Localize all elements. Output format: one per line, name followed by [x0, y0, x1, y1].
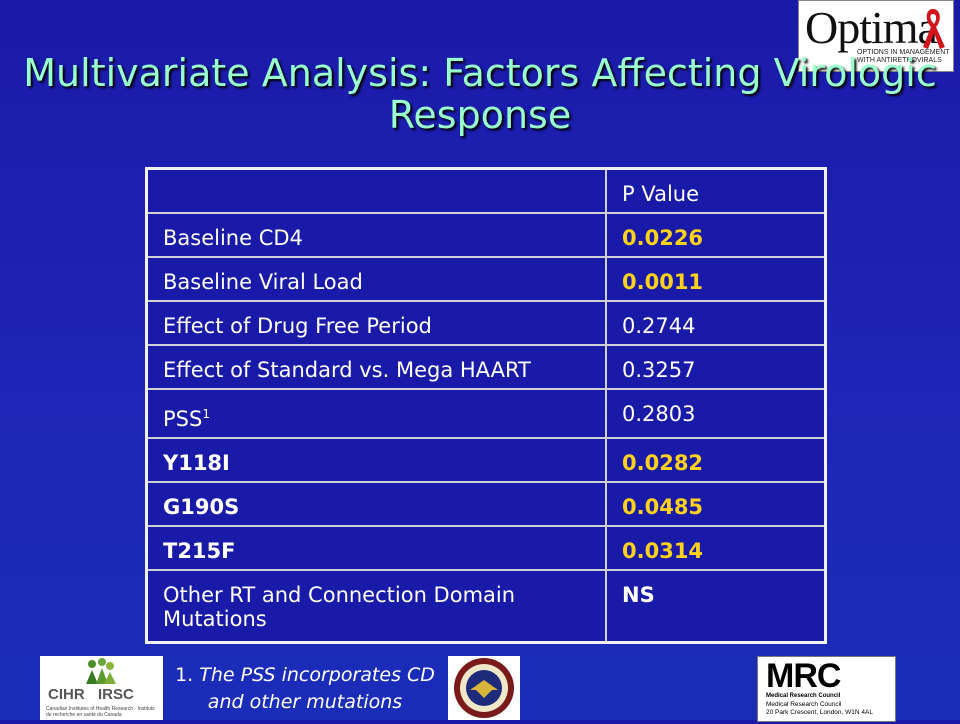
slide-title: Multivariate Analysis: Factors Affecting…: [23, 51, 937, 137]
factor-superscript: 1: [202, 406, 210, 421]
factor-label: PSS: [163, 406, 203, 431]
mrc-council-address: 20 Park Crescent, London, W1N 4AL: [766, 709, 873, 716]
p-value-cell: 0.2803: [605, 387, 827, 440]
factor-cell: Effect of Drug Free Period: [145, 299, 607, 346]
factor-label: Effect of Drug Free Period: [163, 313, 432, 338]
p-value-cell: 0.0314: [605, 525, 827, 572]
maple-leaf-people-icon: [86, 658, 116, 684]
footnote-number: 1.: [175, 664, 194, 686]
cihr-logo-subtitle: Canadian Institutes of Health Research ·…: [46, 706, 155, 718]
p-value-cell: 0.0011: [605, 255, 827, 302]
optima-logo-tagline: OPTIONS IN MANAGEMENT WITH ANTIRETROVIRA…: [857, 49, 950, 64]
cihr-logo-left: CIHR: [48, 686, 85, 703]
factor-cell: PSS1: [145, 387, 607, 440]
header-cell-p-value: P Value: [605, 167, 827, 214]
factor-cell: G190S: [145, 481, 607, 528]
table-row: PSS1 0.2803: [145, 387, 827, 440]
factor-label: Y118I: [163, 451, 230, 476]
factor-label: G190S: [163, 495, 240, 520]
factor-cell: Y118I: [145, 437, 607, 484]
factor-cell: Effect of Standard vs. Mega HAART: [145, 343, 607, 390]
header-cell-factor: [145, 167, 607, 214]
factor-label: Effect of Standard vs. Mega HAART: [163, 357, 531, 382]
cihr-logo: CIHR IRSC Canadian Institutes of Health …: [40, 656, 163, 720]
table-row: G190S 0.0485: [145, 481, 827, 528]
factor-label: Baseline Viral Load: [163, 269, 363, 294]
p-value-cell: 0.0485: [605, 481, 827, 528]
table-row: Effect of Standard vs. Mega HAART 0.3257: [145, 343, 827, 390]
mrc-council-name: Medical Research Council: [766, 701, 842, 708]
footnote: 1. The PSS incorporates CD and other mut…: [168, 662, 442, 716]
cihr-logo-right: IRSC: [98, 686, 134, 703]
factor-label: T215F: [163, 539, 236, 564]
p-value-cell: 0.0282: [605, 437, 827, 484]
factor-cell: Other RT and Connection Domain Mutations: [145, 569, 607, 644]
red-ribbon-icon: [923, 9, 945, 49]
table-row: Y118I 0.0282: [145, 437, 827, 484]
factor-cell: Baseline CD4: [145, 212, 607, 258]
factor-cell: Baseline Viral Load: [145, 255, 607, 302]
table-header-row: P Value: [145, 167, 827, 214]
p-value-cell: NS: [605, 569, 827, 644]
va-seal-icon: [454, 658, 514, 718]
factor-label: Baseline CD4: [163, 226, 303, 250]
table-row: Baseline Viral Load 0.0011: [145, 255, 827, 302]
optima-logo: Optima OPTIONS IN MANAGEMENT WITH ANTIRE…: [798, 0, 954, 72]
factor-cell: T215F: [145, 525, 607, 572]
results-table: P Value Baseline CD4 0.0226 Baseline Viral…: [145, 167, 827, 644]
table-row: Effect of Drug Free Period 0.2744: [145, 299, 827, 346]
table-row: T215F 0.0314: [145, 525, 827, 572]
mrc-logo-council: Medical Research Council 20 Park Crescen…: [766, 701, 892, 717]
mrc-logo: MRC Medical Research Council Medical Res…: [757, 656, 896, 722]
p-value-cell: 0.3257: [605, 343, 827, 390]
va-seal-logo: [448, 656, 520, 720]
footnote-text: The PSS incorporates CD and other mutati…: [199, 664, 435, 713]
mrc-logo-word: MRC: [766, 657, 841, 695]
factor-label: Other RT and Connection Domain Mutations: [163, 583, 516, 632]
table-row: Other RT and Connection Domain Mutations…: [145, 569, 827, 644]
p-value-cell: 0.0226: [605, 212, 827, 258]
p-value-cell: 0.2744: [605, 299, 827, 346]
table-row: Baseline CD4 0.0226: [145, 212, 827, 258]
optima-logo-word: Optima: [805, 2, 938, 53]
mrc-logo-sub: Medical Research Council: [766, 693, 841, 699]
